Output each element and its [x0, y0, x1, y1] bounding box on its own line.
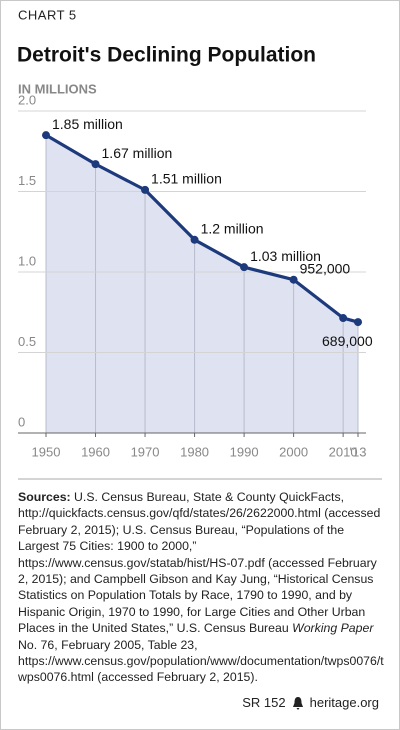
data-label: 689,000 [322, 333, 373, 349]
x-tick-label: 2010 [329, 444, 358, 459]
y-tick-label: 1.5 [18, 173, 36, 188]
x-tick-label: 2000 [279, 444, 308, 459]
data-label: 1.67 million [102, 145, 173, 161]
chart: CHART 5 Detroit's Declining Population I… [17, 7, 382, 480]
point [240, 263, 249, 272]
y-tick-label: 0.5 [18, 334, 36, 349]
y-tick-label: 1.0 [18, 253, 36, 268]
point [339, 314, 348, 323]
line [45, 133, 359, 324]
point [141, 185, 150, 194]
sources-text: No. 76, February 2005, Table 23, https:/… [18, 637, 384, 685]
x-tick-label: '13 [350, 444, 367, 459]
x-tick-label: 1960 [81, 444, 110, 459]
footer: SR 152 heritage.org [242, 695, 379, 710]
sources-label: Sources: [18, 490, 71, 504]
chart-title: Detroit's Declining Population [17, 44, 316, 67]
sources: Sources: U.S. Census Bureau, State & Cou… [18, 489, 384, 686]
sources-text: U.S. Census Bureau, State & County Quick… [18, 490, 381, 636]
point [190, 235, 199, 244]
bell-icon [292, 696, 303, 710]
data-label: 1.2 million [201, 221, 264, 237]
x-tick-label: 1950 [32, 444, 61, 459]
chart-kicker: CHART 5 [18, 7, 77, 22]
point [289, 275, 298, 284]
x-tick-label: 1970 [131, 444, 160, 459]
data-label: 952,000 [300, 260, 351, 276]
report-number: SR 152 [242, 695, 286, 710]
y-tick-label: 2.0 [18, 92, 36, 107]
sources-italic: Working Paper [292, 621, 374, 636]
x-tick-label: 1980 [180, 444, 209, 459]
data-label: 1.85 million [52, 116, 123, 132]
x-tick-label: 1990 [230, 444, 259, 459]
data-label: 1.03 million [250, 248, 321, 264]
point [91, 160, 100, 169]
point [42, 131, 50, 140]
area [46, 135, 358, 433]
point [354, 318, 362, 327]
data-label: 1.51 million [151, 171, 222, 187]
y-axis-label: IN MILLIONS [18, 81, 97, 96]
y-tick-label: 0 [18, 414, 25, 429]
site: heritage.org [309, 695, 379, 710]
